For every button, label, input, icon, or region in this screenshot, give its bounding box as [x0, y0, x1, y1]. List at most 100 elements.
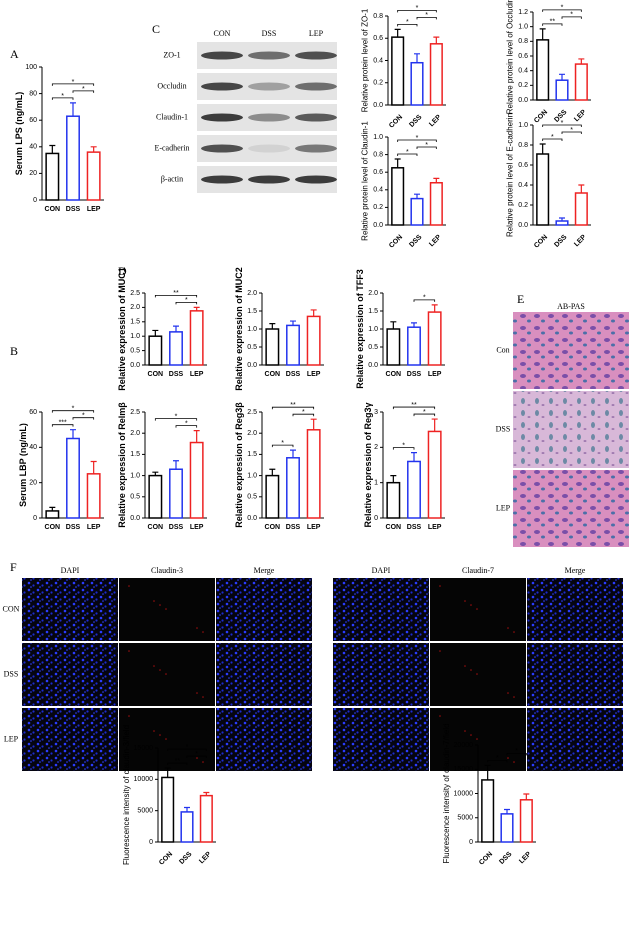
error-bar — [269, 323, 276, 329]
x-tick-label: LEP — [307, 524, 321, 531]
significance-bracket — [416, 16, 437, 20]
significance-label: * — [406, 19, 409, 26]
bar — [169, 468, 183, 519]
significance-label: ** — [175, 758, 181, 765]
significance-label: * — [561, 5, 564, 12]
significance-label: * — [496, 755, 499, 762]
y-tick-label: 0.4 — [518, 182, 528, 189]
significance-bracket — [292, 413, 315, 417]
significance-bracket — [175, 302, 198, 305]
bar — [199, 794, 213, 843]
error-bar — [390, 321, 397, 329]
bar — [555, 220, 569, 226]
bar — [574, 63, 588, 101]
significance-label: ** — [290, 402, 296, 409]
fluor-signal — [153, 600, 155, 602]
blot-band — [248, 51, 290, 60]
y-tick-label: 0.6 — [373, 35, 383, 42]
y-tick-label: 80 — [29, 90, 37, 97]
fluor-signal — [165, 673, 167, 675]
y-tick-label: 1.0 — [247, 326, 257, 333]
fluor-image — [333, 708, 429, 771]
lane-label: DSS — [262, 29, 277, 38]
y-tick-label: 2.0 — [368, 290, 378, 297]
blot-band — [248, 82, 290, 91]
error-bar — [414, 193, 420, 199]
x-tick-label: LEP — [87, 206, 101, 213]
y-tick-label: 1.0 — [130, 333, 140, 340]
fluor-signal — [439, 715, 441, 717]
histology-row-label: Con — [496, 345, 509, 354]
y-tick-label: 0.0 — [518, 222, 528, 229]
significance-bracket — [397, 9, 437, 13]
fluor-image — [119, 643, 215, 706]
fluor-column-label: DAPI — [372, 566, 391, 575]
fluor-image — [430, 578, 526, 641]
y-tick-label: 2.0 — [130, 304, 140, 311]
x-tick-label: DSS — [66, 206, 81, 213]
significance-bracket — [51, 424, 74, 427]
y-tick-label: 40 — [29, 144, 37, 151]
significance-label: ** — [411, 402, 417, 409]
error-bar — [290, 320, 296, 326]
significance-label: * — [406, 149, 409, 156]
y-tick-label: 0.5 — [368, 344, 378, 351]
significance-bracket — [271, 444, 294, 448]
error-bar — [90, 460, 97, 474]
error-bar — [70, 102, 76, 117]
histology-row-label: LEP — [496, 503, 511, 512]
y-axis-label: Relative protein level of E-cadherin — [506, 113, 515, 237]
y-tick-label: 10000 — [134, 776, 154, 783]
error-bar — [411, 452, 417, 462]
x-tick-label: LEP — [428, 233, 443, 248]
blot-band — [201, 175, 243, 184]
y-tick-label: 1.5 — [130, 319, 140, 326]
x-tick-label: DSS — [169, 371, 184, 378]
significance-label: * — [175, 413, 178, 420]
fluor-signal — [165, 738, 167, 740]
x-tick-label: CON — [533, 234, 549, 250]
error-bar — [184, 806, 190, 812]
fluor-signal — [202, 696, 204, 698]
fluor-image — [527, 643, 623, 706]
bar — [386, 481, 401, 519]
significance-label: * — [61, 93, 64, 100]
fluor-signal — [165, 608, 167, 610]
bar — [265, 474, 280, 519]
bar — [189, 441, 204, 519]
fluor-signal — [128, 715, 130, 717]
significance-bracket — [154, 295, 198, 298]
error-bar — [414, 53, 420, 63]
x-tick-label: LEP — [428, 371, 442, 378]
x-tick-label: DSS — [553, 233, 568, 248]
y-tick-label: 0.5 — [130, 347, 140, 354]
y-tick-label: 20 — [29, 170, 37, 177]
significance-bracket — [413, 413, 436, 417]
y-tick-label: 0.8 — [373, 13, 383, 20]
error-bar — [390, 475, 397, 483]
significance-bracket — [542, 138, 563, 141]
y-tick-label: 0 — [469, 839, 473, 846]
y-tick-label: 5000 — [457, 815, 473, 822]
y-tick-label: 0 — [374, 515, 378, 522]
y-tick-label: 0 — [149, 839, 153, 846]
significance-bracket — [392, 447, 415, 450]
blot-row-label: ZO-1 — [163, 50, 180, 59]
bar — [86, 151, 101, 201]
fluor-signal — [159, 669, 161, 671]
x-tick-label: DSS — [408, 113, 423, 128]
lane-label: CON — [214, 29, 231, 38]
significance-bracket — [175, 425, 198, 428]
bar — [286, 324, 300, 366]
x-tick-label: DSS — [178, 850, 193, 865]
fluor-column-label: DAPI — [61, 566, 80, 575]
y-tick-label: 0.2 — [518, 202, 528, 209]
y-tick-label: 0.0 — [373, 222, 383, 229]
error-bar — [539, 28, 546, 40]
significance-label: ** — [550, 19, 556, 26]
x-tick-label: CON — [388, 114, 404, 130]
significance-label: * — [302, 409, 305, 416]
y-tick-label: 0.2 — [373, 80, 383, 87]
x-tick-label: DSS — [408, 233, 423, 248]
